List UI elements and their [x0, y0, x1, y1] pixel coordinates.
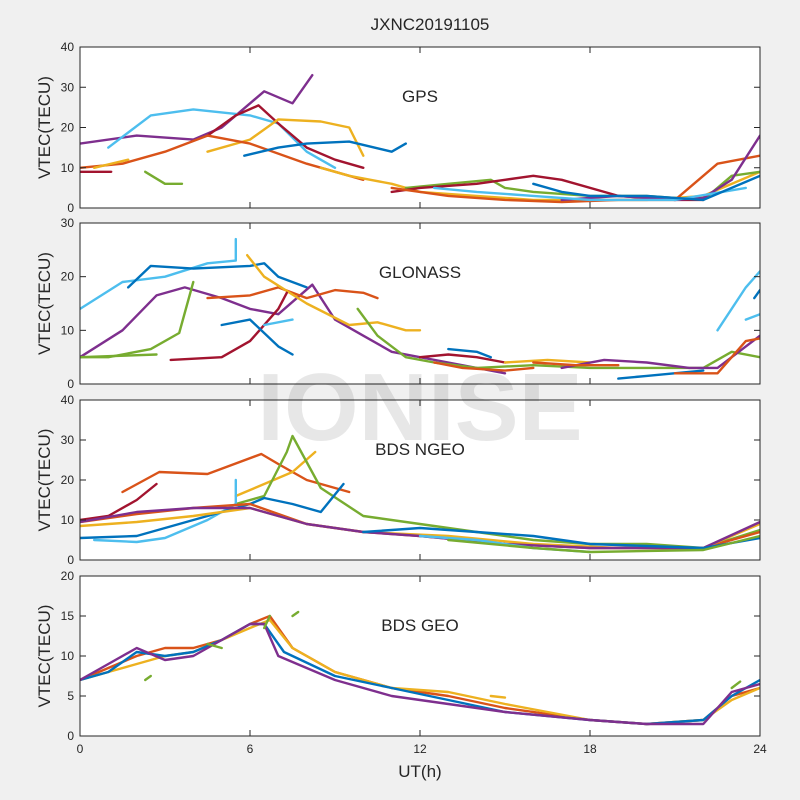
series-line-14	[560, 334, 760, 370]
y-tick-label: 0	[67, 553, 74, 567]
panel-2: 0 10 20 30 40 VTEC(TECU) BDS NGEO	[35, 393, 761, 567]
y-tick-label: 10	[61, 161, 75, 175]
y-tick-label: 5	[67, 689, 74, 703]
y-tick-label: 30	[61, 216, 75, 230]
y-tick-label: 40	[61, 393, 75, 407]
series-line-8	[220, 318, 294, 356]
y-tick-label: 30	[61, 433, 75, 447]
panel-label: GLONASS	[379, 263, 461, 282]
series-group	[80, 237, 760, 380]
plot-area	[80, 47, 760, 208]
series-line-7	[730, 680, 742, 690]
y-tick-label: 15	[61, 609, 75, 623]
series-line-10	[418, 353, 507, 364]
series-line-9	[206, 642, 223, 650]
watermark: IONISE	[257, 354, 582, 461]
y-tick-label: 20	[61, 121, 75, 135]
series-line-2	[234, 450, 317, 498]
y-axis-label: VTEC(TECU)	[35, 252, 54, 355]
series-line-8	[489, 694, 507, 699]
y-tick-label: 0	[67, 729, 74, 743]
series-line-12	[532, 174, 760, 202]
series-line-4	[263, 614, 271, 630]
series-line-4	[92, 478, 238, 544]
x-axis-label: UT(h)	[398, 762, 441, 781]
panel-3: 0 5 10 15 20 0 6 12 18 24 VTEC(TECU) BDS GEO	[35, 569, 767, 756]
series-line-19	[753, 288, 760, 300]
series-group	[80, 610, 760, 726]
series-line-1	[107, 108, 337, 170]
y-tick-label: 10	[61, 513, 75, 527]
x-tick-label: 18	[583, 742, 597, 756]
series-line-13	[143, 170, 184, 186]
series-line-5	[243, 140, 407, 157]
y-tick-label: 10	[61, 323, 75, 337]
y-tick-label: 10	[61, 649, 75, 663]
series-line-0	[80, 73, 314, 145]
series-line-1	[126, 262, 308, 289]
series-line-9	[263, 318, 294, 327]
x-tick-label: 12	[413, 742, 427, 756]
series-line-14	[92, 158, 130, 170]
series-line-0	[121, 452, 351, 494]
series-line-4	[80, 134, 365, 182]
series-line-8	[80, 506, 760, 550]
y-tick-label: 40	[61, 40, 75, 54]
series-line-1	[80, 482, 158, 522]
y-tick-label: 20	[61, 270, 75, 284]
series-line-21	[532, 361, 620, 367]
series-line-9	[362, 526, 760, 550]
y-tick-label: 20	[61, 569, 75, 583]
panel-1: 0 10 20 30 VTEC(TECU) GLONASS	[35, 216, 761, 391]
series-line-7	[169, 291, 288, 362]
series-line-13	[503, 358, 592, 364]
plot-area	[80, 576, 760, 736]
y-tick-label: 0	[67, 201, 74, 215]
series-line-2	[206, 104, 365, 170]
y-tick-label: 20	[61, 473, 75, 487]
series-line-5	[143, 674, 153, 682]
y-axis-label: VTEC(TECU)	[35, 429, 54, 532]
x-tick-label: 6	[247, 742, 254, 756]
series-group	[80, 73, 760, 204]
x-tick-label: 0	[77, 742, 84, 756]
panel-label: BDS GEO	[381, 616, 458, 635]
panel-label: BDS NGEO	[375, 440, 465, 459]
y-axis-label: VTEC(TECU)	[35, 605, 54, 708]
series-line-3	[80, 622, 760, 726]
series-line-6	[356, 307, 760, 370]
series-line-0	[80, 237, 238, 311]
series-line-11	[447, 534, 760, 554]
plot-area	[80, 400, 760, 560]
series-line-3	[206, 286, 379, 300]
series-group	[80, 434, 760, 554]
series-line-6	[291, 610, 300, 618]
panel-label: GPS	[402, 87, 438, 106]
x-tick-label: 24	[753, 742, 767, 756]
y-tick-label: 30	[61, 80, 75, 94]
series-line-18	[744, 313, 760, 321]
series-line-3	[234, 434, 760, 550]
series-line-5	[80, 482, 345, 540]
series-line-4	[245, 253, 422, 332]
y-axis-label: VTEC(TECU)	[35, 76, 54, 179]
series-line-20	[80, 353, 158, 359]
series-line-11	[447, 347, 492, 359]
y-tick-label: 0	[67, 377, 74, 391]
figure-title: JXNC20191105	[371, 15, 490, 34]
series-line-12	[433, 361, 535, 372]
series-line-16	[673, 337, 760, 375]
series-line-2	[80, 283, 507, 375]
panel-0: 0 10 20 30 40 VTEC(TECU) GPS	[35, 40, 761, 215]
